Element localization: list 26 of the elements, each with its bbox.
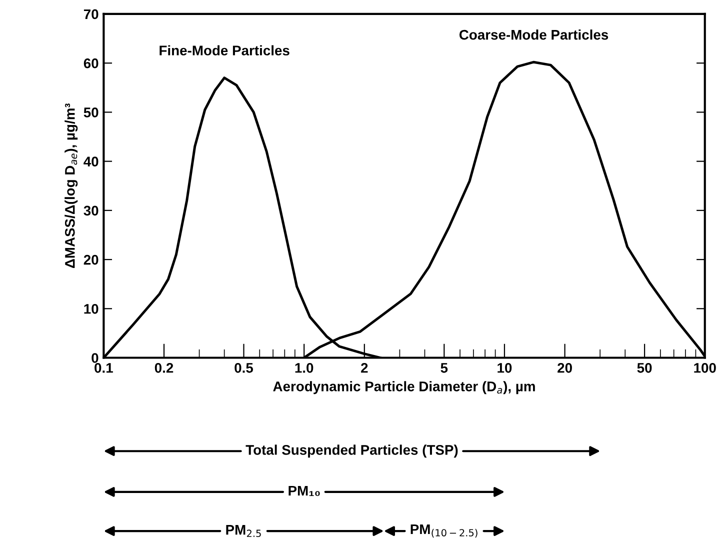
y-tick-label: 70 [84,9,98,20]
y-tick-label: 60 [84,58,98,68]
y-tick-label: 50 [84,108,98,118]
y-tick-label: 40 [84,156,98,166]
x-tick-label: 20 [558,362,572,373]
series-label: Fine-Mode Particles [160,45,290,56]
x-tick-label: 10 [498,362,512,373]
text: PM$_{(10−2.5)}$ [410,524,478,538]
x-tick-label: 0.2 [154,362,174,373]
text: PM$_{2.5}$ [226,525,261,538]
x-tick-label: 0.1 [94,362,113,373]
x-tick-label: 50 [637,362,652,373]
y-axis-title: ΔMASS/Δ(log D$_{ae}$), µg/m³ [64,103,78,268]
x-axis-title: Aerodynamic Particle Diameter (D$_{a}$), µm [273,381,535,394]
y-tick-label: 20 [84,254,98,265]
x-tick-label: 5 [440,363,448,373]
x-tick-label: 1.0 [295,362,314,373]
y-tick-label: 0 [92,353,98,363]
series-label: Coarse-Mode Particles [459,30,608,40]
x-tick-label: 100 [694,362,716,373]
y-tick-label: 30 [84,206,98,216]
text: PM₁₀ [288,486,320,496]
text: Total Suspended Particles (TSP) [246,444,458,458]
y-tick-label: 10 [84,304,98,314]
x-tick-label: 2 [361,362,368,373]
x-tick-label: 0.5 [234,362,254,373]
